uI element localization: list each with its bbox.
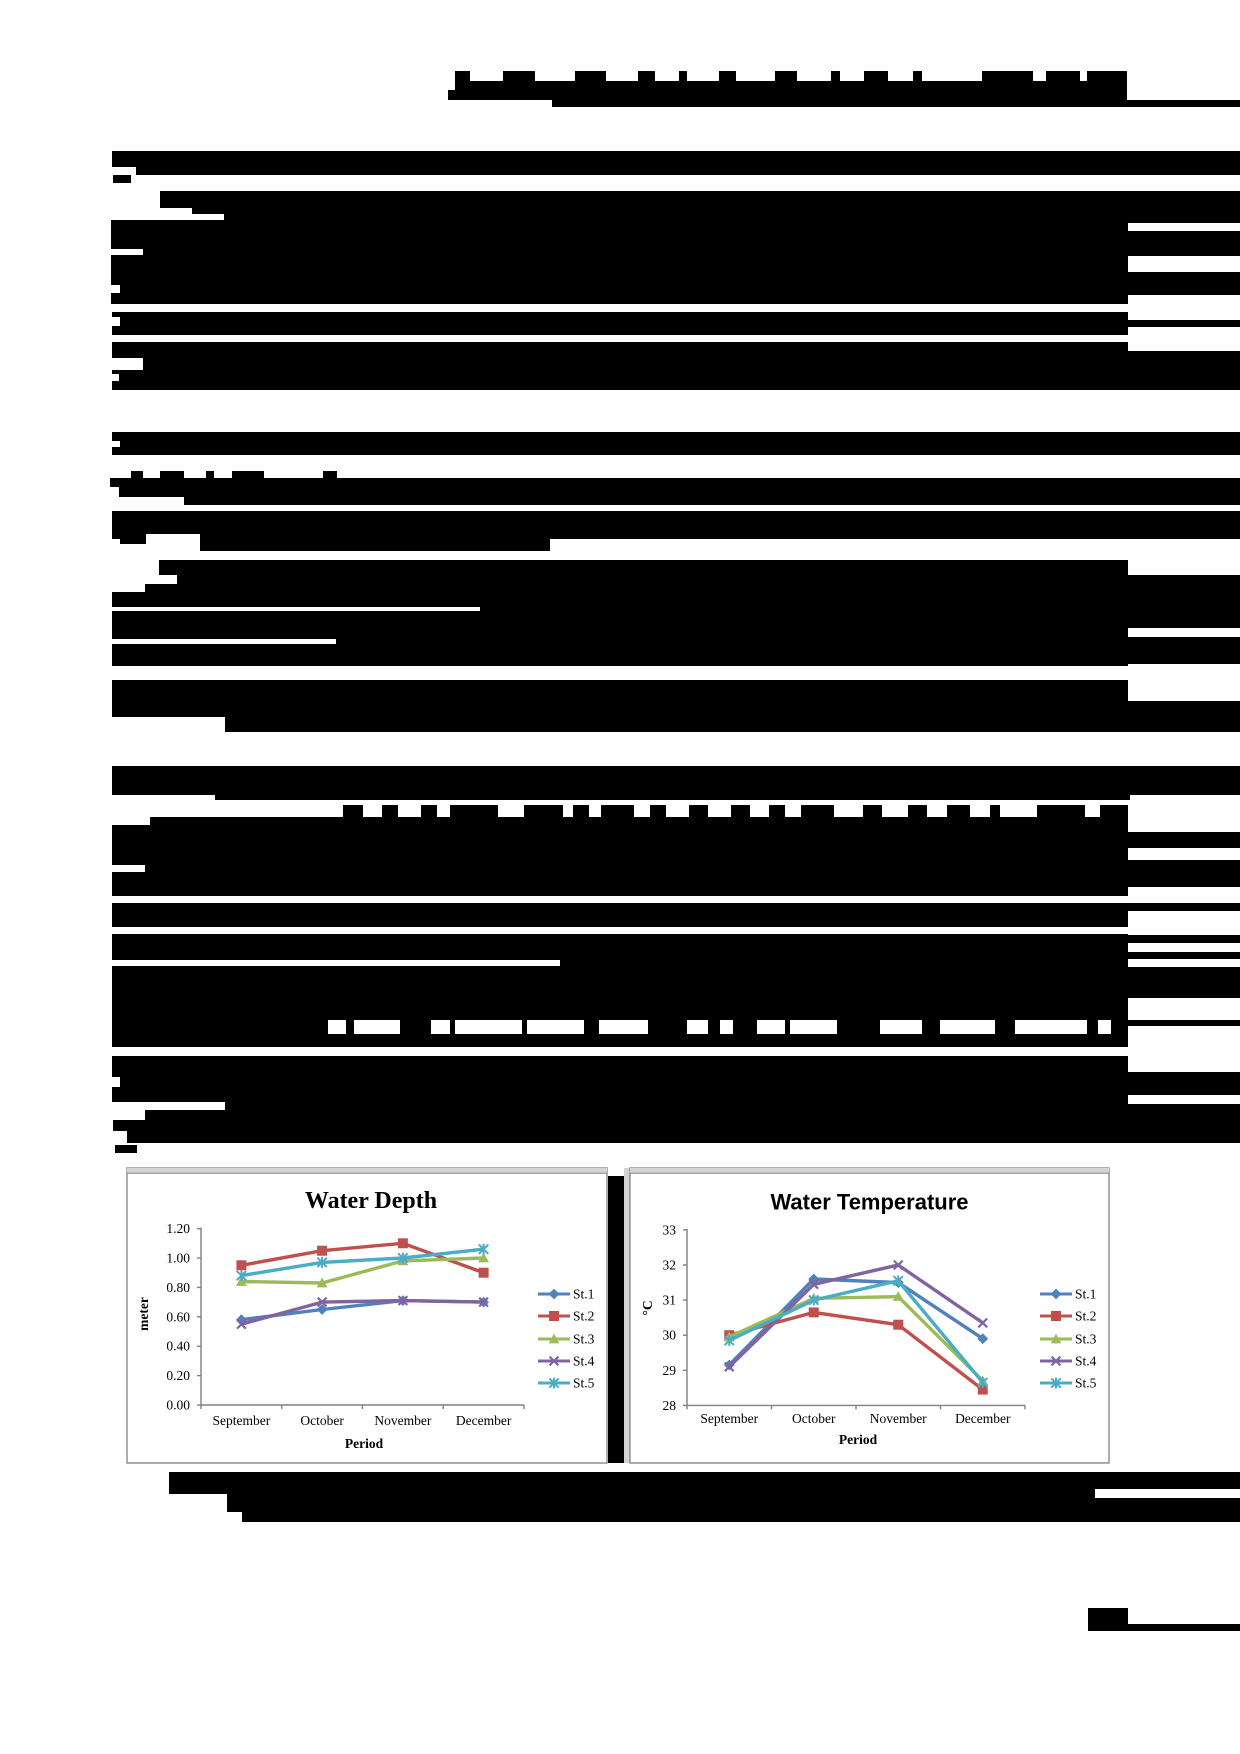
svg-text:1.00: 1.00: [166, 1251, 190, 1266]
svg-text:St.4: St.4: [573, 1354, 595, 1369]
svg-text:St.2: St.2: [1075, 1309, 1096, 1324]
svg-text:31: 31: [663, 1293, 677, 1308]
svg-text:St.2: St.2: [573, 1309, 594, 1324]
svg-text:St.1: St.1: [1075, 1287, 1096, 1302]
svg-text:0.20: 0.20: [166, 1368, 190, 1383]
svg-text:December: December: [456, 1413, 512, 1428]
svg-text:St.4: St.4: [1075, 1354, 1097, 1369]
svg-text:November: November: [870, 1411, 927, 1426]
svg-text:29: 29: [663, 1363, 677, 1378]
svg-text:0.80: 0.80: [166, 1280, 190, 1295]
svg-text:0.40: 0.40: [166, 1339, 190, 1354]
svg-text:0.60: 0.60: [166, 1309, 190, 1324]
svg-text:September: September: [700, 1411, 758, 1426]
svg-text:Period: Period: [839, 1432, 878, 1447]
svg-text:St.5: St.5: [1075, 1376, 1097, 1391]
svg-text:Period: Period: [345, 1436, 384, 1451]
svg-text:St.5: St.5: [573, 1376, 595, 1391]
svg-text:Water Temperature: Water Temperature: [770, 1190, 968, 1215]
svg-text:Water Depth: Water Depth: [305, 1188, 437, 1214]
svg-text:1.20: 1.20: [166, 1221, 190, 1236]
svg-text:32: 32: [663, 1258, 677, 1273]
svg-text:33: 33: [663, 1222, 677, 1237]
svg-text:St.1: St.1: [573, 1287, 594, 1302]
svg-text:December: December: [955, 1411, 1011, 1426]
svg-text:October: October: [792, 1411, 836, 1426]
svg-text:November: November: [374, 1413, 431, 1428]
svg-text:0.00: 0.00: [166, 1398, 190, 1413]
svg-text:St.3: St.3: [573, 1332, 595, 1347]
svg-text:October: October: [300, 1413, 344, 1428]
svg-text:St.3: St.3: [1075, 1332, 1097, 1347]
svg-text:September: September: [213, 1413, 271, 1428]
svg-text:28: 28: [663, 1398, 677, 1413]
svg-text:meter: meter: [136, 1297, 151, 1331]
svg-text:°C: °C: [640, 1300, 655, 1315]
svg-text:30: 30: [663, 1328, 677, 1343]
